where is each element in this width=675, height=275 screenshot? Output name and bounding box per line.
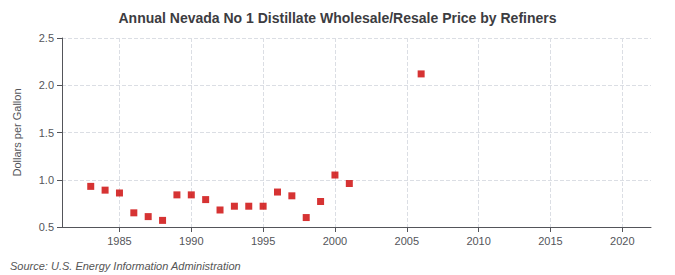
- svg-text:2010: 2010: [466, 235, 490, 247]
- svg-text:1995: 1995: [251, 235, 275, 247]
- svg-text:1.5: 1.5: [39, 127, 54, 139]
- svg-text:2000: 2000: [323, 235, 347, 247]
- svg-text:0.5: 0.5: [39, 221, 54, 233]
- svg-text:2015: 2015: [538, 235, 562, 247]
- svg-text:Annual Nevada No 1 Distillate: Annual Nevada No 1 Distillate Wholesale/…: [118, 10, 556, 26]
- svg-text:2.0: 2.0: [39, 79, 54, 91]
- svg-text:2.5: 2.5: [39, 32, 54, 44]
- svg-text:1985: 1985: [107, 235, 131, 247]
- svg-text:Source: U.S. Energy Informatio: Source: U.S. Energy Information Administ…: [10, 260, 241, 272]
- svg-text:1.0: 1.0: [39, 174, 54, 186]
- svg-text:Dollars per Gallon: Dollars per Gallon: [11, 88, 23, 176]
- svg-text:2020: 2020: [610, 235, 634, 247]
- svg-text:2005: 2005: [395, 235, 419, 247]
- svg-text:1990: 1990: [179, 235, 203, 247]
